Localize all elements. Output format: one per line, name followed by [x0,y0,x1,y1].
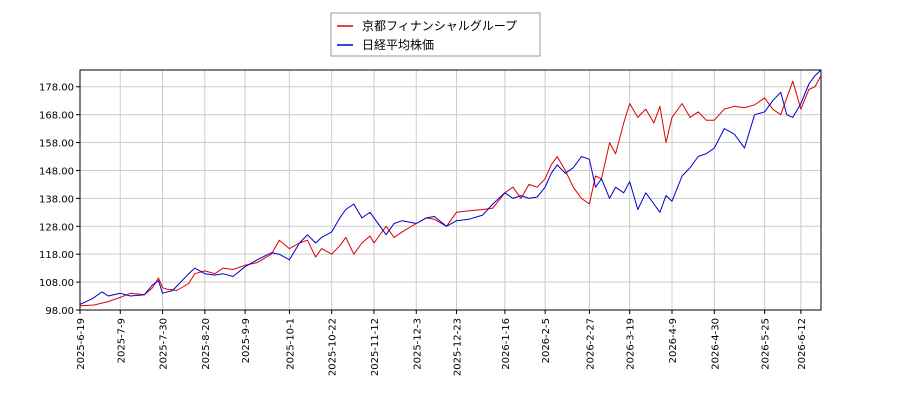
legend-box [330,12,541,57]
x-tick-label: 2025-12-23 [453,318,464,376]
y-tick-label: 98.00 [45,306,74,317]
legend-label-series-0: 京都フィナンシャルグループ [362,19,517,33]
x-tick-label: 2026-6-12 [797,318,808,370]
x-tick-label: 2025-7-9 [116,318,127,363]
y-tick-label: 138.00 [39,194,74,205]
y-tick-label: 148.00 [39,166,74,177]
x-tick-label: 2026-2-5 [541,318,552,363]
x-tick-label: 2025-11-12 [370,318,381,376]
y-axis: 98.00 108.00 118.00 128.00 138.00 148.00 158.0… [39,83,80,317]
grid [79,70,821,311]
x-tick-label: 2025-9-9 [241,318,252,363]
y-tick-label: 118.00 [39,250,74,261]
series-layer [79,69,822,307]
x-tick-label: 2025-10-1 [285,318,296,370]
x-tick-label: 2026-3-19 [626,318,637,370]
x-axis: 2025-6-19 2025-7-9 2025-7-30 2025-8-20 2025-… [76,310,808,376]
x-tick-label: 2026-4-30 [710,318,721,370]
plot-frame [79,69,822,311]
y-tick-label: 158.00 [39,139,74,150]
x-tick-label: 2026-2-27 [585,318,596,370]
x-tick-label: 2026-4-9 [668,318,679,363]
x-tick-label: 2026-1-16 [501,318,512,370]
x-tick-label: 2025-6-19 [76,318,87,370]
x-tick-label: 2025-10-22 [328,318,339,376]
y-tick-label: 128.00 [39,222,74,233]
x-tick-label: 2025-7-30 [159,318,170,370]
legend: 京都フィナンシャルグループ 日経平均株価 [330,12,541,57]
y-tick-label: 168.00 [39,111,74,122]
x-tick-label: 2025-8-20 [201,318,212,370]
y-tick-label: 178.00 [39,83,74,94]
legend-label-series-1: 日経平均株価 [362,37,434,52]
series-line-1 [79,69,822,305]
y-tick-label: 108.00 [39,278,74,289]
x-tick-label: 2025-12-3 [412,318,423,370]
series-line-0 [79,75,822,307]
x-tick-label: 2026-5-25 [761,318,772,370]
